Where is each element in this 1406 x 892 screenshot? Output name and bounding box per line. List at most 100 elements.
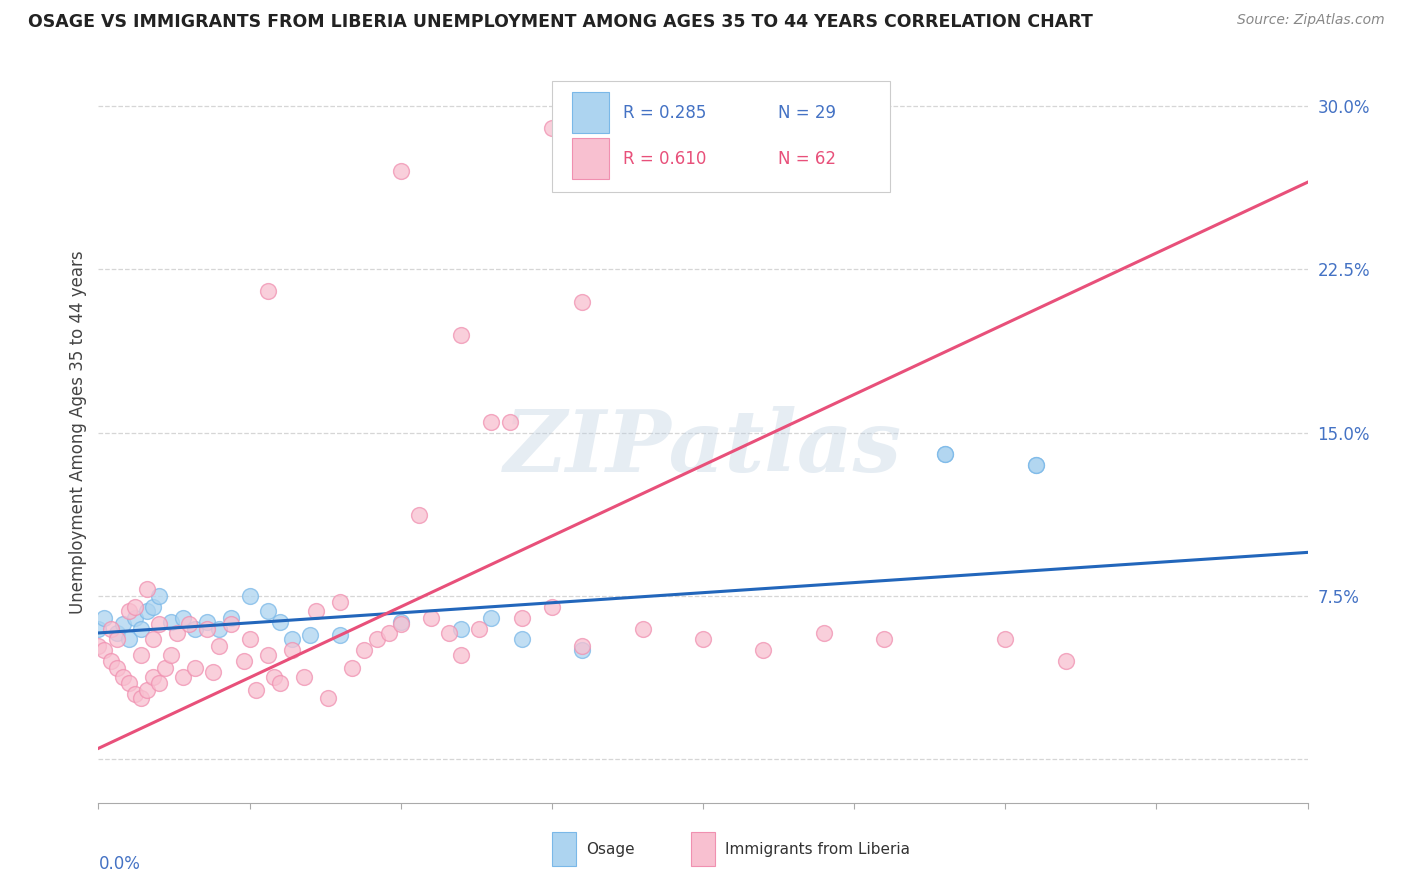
Point — [135, 604, 157, 618]
Text: N = 29: N = 29 — [778, 103, 837, 122]
Point — [202, 665, 225, 680]
Point — [468, 622, 491, 636]
Point — [305, 604, 328, 618]
Text: OSAGE VS IMMIGRANTS FROM LIBERIA UNEMPLOYMENT AMONG AGES 35 TO 44 YEARS CORRELAT: OSAGE VS IMMIGRANTS FROM LIBERIA UNEMPLO… — [28, 13, 1092, 31]
Text: Immigrants from Liberia: Immigrants from Liberia — [724, 841, 910, 856]
Text: Osage: Osage — [586, 841, 634, 856]
Point — [184, 622, 207, 636]
Point — [105, 661, 128, 675]
Text: ZIPatlas: ZIPatlas — [503, 406, 903, 489]
Point — [292, 669, 315, 683]
Point — [481, 611, 503, 625]
Point — [1054, 654, 1077, 668]
Point — [256, 648, 278, 662]
Point — [100, 654, 122, 668]
Point — [160, 615, 183, 629]
Point — [124, 611, 146, 625]
Point — [389, 615, 412, 629]
Point — [571, 639, 593, 653]
Point — [389, 164, 412, 178]
Point — [100, 622, 122, 636]
Point — [118, 632, 141, 647]
FancyBboxPatch shape — [572, 93, 609, 133]
Point — [153, 661, 176, 675]
Point — [232, 654, 254, 668]
Point — [420, 611, 443, 625]
Point — [148, 589, 170, 603]
Text: N = 62: N = 62 — [778, 150, 837, 168]
Text: 0.0%: 0.0% — [98, 855, 141, 872]
Point — [389, 617, 412, 632]
Point — [353, 643, 375, 657]
Point — [172, 669, 194, 683]
Point — [195, 622, 218, 636]
Point — [1024, 458, 1046, 473]
Point — [195, 615, 218, 629]
Point — [631, 622, 654, 636]
Point — [450, 622, 472, 636]
Point — [93, 643, 115, 657]
Point — [221, 611, 243, 625]
FancyBboxPatch shape — [572, 138, 609, 179]
Point — [269, 676, 291, 690]
Point — [1024, 458, 1046, 473]
Point — [135, 682, 157, 697]
Point — [111, 617, 134, 632]
Point — [329, 628, 352, 642]
Point — [208, 622, 231, 636]
Point — [87, 639, 110, 653]
Point — [245, 682, 267, 697]
Point — [184, 661, 207, 675]
Point — [450, 327, 472, 342]
Point — [281, 643, 304, 657]
Point — [239, 589, 262, 603]
Point — [135, 582, 157, 597]
Point — [299, 628, 322, 642]
Point — [179, 617, 201, 632]
Point — [93, 611, 115, 625]
Point — [148, 617, 170, 632]
Point — [124, 687, 146, 701]
Point — [221, 617, 243, 632]
Point — [118, 676, 141, 690]
Point — [111, 669, 134, 683]
Point — [105, 632, 128, 647]
Point — [129, 691, 152, 706]
Point — [571, 295, 593, 310]
Point — [481, 415, 503, 429]
Point — [129, 648, 152, 662]
Point — [510, 611, 533, 625]
Point — [873, 632, 896, 647]
Point — [498, 415, 520, 429]
Point — [263, 669, 285, 683]
Point — [239, 632, 262, 647]
Point — [994, 632, 1017, 647]
Point — [934, 447, 956, 461]
Point — [118, 604, 141, 618]
Point — [208, 639, 231, 653]
Point — [342, 661, 364, 675]
Point — [934, 447, 956, 461]
Point — [813, 626, 835, 640]
Y-axis label: Unemployment Among Ages 35 to 44 years: Unemployment Among Ages 35 to 44 years — [69, 251, 87, 615]
Point — [148, 676, 170, 690]
Point — [377, 626, 399, 640]
FancyBboxPatch shape — [551, 832, 576, 866]
Point — [408, 508, 430, 523]
Point — [269, 615, 291, 629]
Point — [142, 669, 165, 683]
Point — [366, 632, 388, 647]
Text: Source: ZipAtlas.com: Source: ZipAtlas.com — [1237, 13, 1385, 28]
Point — [105, 626, 128, 640]
FancyBboxPatch shape — [690, 832, 716, 866]
Point — [316, 691, 339, 706]
Point — [752, 643, 775, 657]
Point — [329, 595, 352, 609]
Point — [172, 611, 194, 625]
Point — [437, 626, 460, 640]
Text: R = 0.610: R = 0.610 — [623, 150, 707, 168]
Point — [142, 599, 165, 614]
Point — [450, 648, 472, 662]
Point — [256, 604, 278, 618]
Point — [540, 599, 562, 614]
